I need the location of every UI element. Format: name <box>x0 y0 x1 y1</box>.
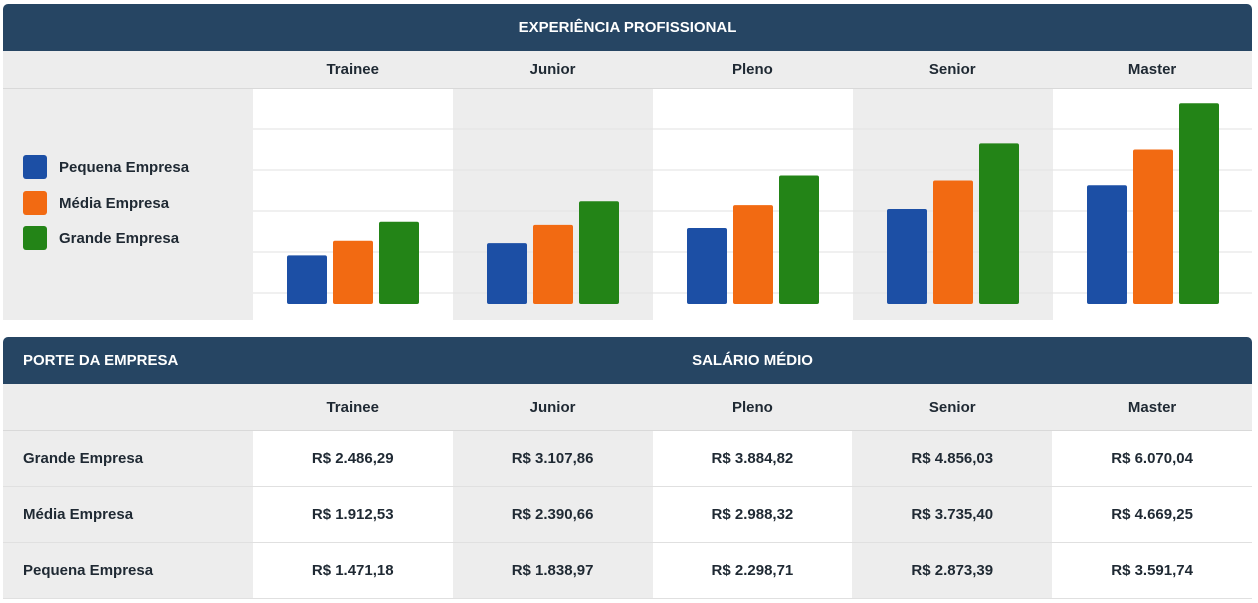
bar-chart <box>253 89 1252 320</box>
row-label: Grande Empresa <box>3 431 253 486</box>
bar-senior-1 <box>933 180 973 304</box>
bar-master-2 <box>1179 103 1219 304</box>
table-column-headers: Trainee Junior Pleno Senior Master <box>3 384 1252 431</box>
table-cell: R$ 6.070,04 <box>1052 431 1253 486</box>
chart-column-header-empty <box>3 51 253 88</box>
legend-label-grande: Grande Empresa <box>59 229 180 247</box>
table-cell: R$ 3.735,40 <box>852 487 1053 542</box>
chart-column-headers: Trainee Junior Pleno Senior Master <box>3 51 1252 89</box>
chart-legend: Pequena Empresa Média Empresa Grande Emp… <box>3 89 253 320</box>
row-label: Média Empresa <box>3 487 253 542</box>
table-cell: R$ 3.107,86 <box>452 431 653 486</box>
chart-column-master: Master <box>1127 61 1177 78</box>
legend-swatch-pequena <box>23 155 47 179</box>
table-column-pleno: Pleno <box>731 398 773 416</box>
legend-label-pequena: Pequena Empresa <box>59 158 190 176</box>
table-cell: R$ 2.873,39 <box>852 543 1053 598</box>
bar-pleno-1 <box>733 205 773 304</box>
table-header-salario: SALÁRIO MÉDIO <box>692 352 813 369</box>
bar-trainee-0 <box>287 255 327 304</box>
legend-item-grande: Grande Empresa <box>23 226 179 250</box>
chart-column-pleno: Pleno <box>731 61 773 78</box>
legend-swatch-media <box>23 191 47 215</box>
table-header: PORTE DA EMPRESA SALÁRIO MÉDIO <box>3 337 1252 384</box>
table-column-junior: Junior <box>529 398 576 416</box>
table-cell: R$ 2.390,66 <box>452 487 653 542</box>
chart-column-junior: Junior <box>529 61 576 78</box>
table-cell: R$ 1.912,53 <box>252 487 453 542</box>
legend-swatch-grande <box>23 226 47 250</box>
bar-trainee-2 <box>379 221 419 304</box>
bar-master-1 <box>1133 149 1173 304</box>
table-cell: R$ 4.856,03 <box>852 431 1053 486</box>
table-column-master: Master <box>1127 398 1177 416</box>
row-label: Pequena Empresa <box>3 543 253 598</box>
table-row: Pequena Empresa R$ 1.471,18 R$ 1.838,97 … <box>3 543 1253 599</box>
bar-master-0 <box>1087 185 1127 304</box>
table-cell: R$ 4.669,25 <box>1052 487 1253 542</box>
chart-column-trainee: Trainee <box>326 61 379 78</box>
table-column-senior: Senior <box>928 398 976 416</box>
legend-label-media: Média Empresa <box>59 194 170 212</box>
legend-item-pequena: Pequena Empresa <box>23 155 189 179</box>
bar-pleno-2 <box>779 175 819 304</box>
experience-chart-panel: EXPERIÊNCIA PROFISSIONAL Trainee Junior … <box>3 4 1252 320</box>
bar-trainee-1 <box>333 240 373 304</box>
bar-senior-0 <box>887 208 927 304</box>
legend-item-media: Média Empresa <box>23 191 169 215</box>
table-column-trainee: Trainee <box>326 398 379 416</box>
table-header-porte: PORTE DA EMPRESA <box>23 352 179 369</box>
chart-column-senior: Senior <box>928 61 976 78</box>
table-row: Grande Empresa R$ 2.486,29 R$ 3.107,86 R… <box>3 431 1253 487</box>
bar-senior-2 <box>979 143 1019 304</box>
table-cell: R$ 3.884,82 <box>652 431 853 486</box>
salary-table-panel: PORTE DA EMPRESA SALÁRIO MÉDIO Trainee J… <box>3 337 1253 599</box>
chart-header: EXPERIÊNCIA PROFISSIONAL <box>3 4 1252 51</box>
bar-junior-0 <box>487 243 527 304</box>
table-cell: R$ 1.838,97 <box>452 543 653 598</box>
table-cell: R$ 1.471,18 <box>252 543 453 598</box>
table-column-header-empty <box>3 384 253 430</box>
table-row: Média Empresa R$ 1.912,53 R$ 2.390,66 R$… <box>3 487 1253 543</box>
bar-junior-2 <box>579 201 619 304</box>
bar-pleno-0 <box>687 227 727 304</box>
table-cell: R$ 3.591,74 <box>1052 543 1253 598</box>
table-cell: R$ 2.486,29 <box>252 431 453 486</box>
chart-title: EXPERIÊNCIA PROFISSIONAL <box>518 19 737 36</box>
table-cell: R$ 2.988,32 <box>652 487 853 542</box>
bar-junior-1 <box>533 224 573 304</box>
table-cell: R$ 2.298,71 <box>652 543 853 598</box>
chart-area: Pequena Empresa Média Empresa Grande Emp… <box>3 89 1252 320</box>
